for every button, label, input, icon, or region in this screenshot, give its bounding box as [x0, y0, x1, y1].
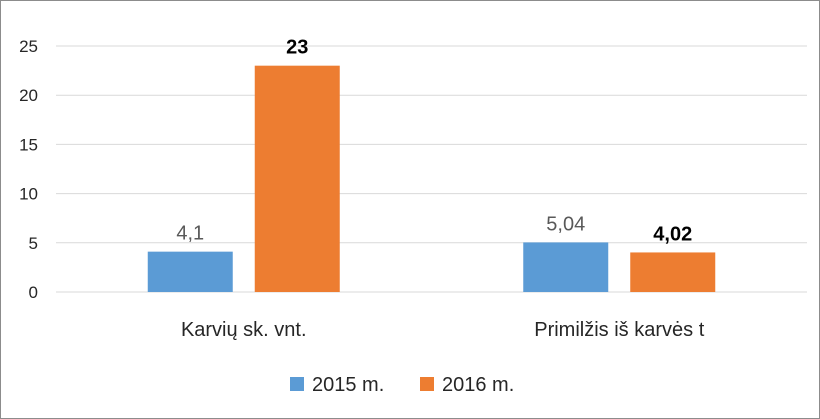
- data-label: 23: [286, 37, 308, 59]
- legend-swatch: [420, 377, 434, 391]
- data-label: 5,04: [546, 213, 585, 235]
- x-tick-label: Primilžis iš karvės t: [534, 319, 704, 341]
- y-tick-label: 15: [19, 135, 38, 154]
- bar: [630, 252, 716, 292]
- legend-label: 2016 m.: [442, 374, 514, 396]
- bars: [147, 65, 716, 293]
- x-tick-label: Karvių sk. vnt.: [181, 319, 307, 341]
- data-labels: 4,1 23 5,04 4,02: [176, 37, 692, 246]
- y-tick-label: 25: [19, 37, 38, 56]
- legend-label: 2015 m.: [312, 374, 384, 396]
- bar: [147, 251, 233, 292]
- legend: 2015 m. 2016 m.: [290, 374, 514, 396]
- y-tick-label: 10: [19, 185, 38, 204]
- data-label: 4,02: [653, 223, 692, 245]
- y-tick-label: 5: [29, 234, 38, 253]
- y-axis: 0 5 10 15 20 25: [19, 37, 38, 302]
- x-axis: Karvių sk. vnt. Primilžis iš karvės t: [181, 319, 705, 341]
- legend-swatch: [290, 377, 304, 391]
- data-label: 4,1: [176, 223, 204, 245]
- y-tick-label: 20: [19, 86, 38, 105]
- y-tick-label: 0: [29, 283, 38, 302]
- bar: [254, 65, 340, 293]
- bar: [523, 242, 609, 292]
